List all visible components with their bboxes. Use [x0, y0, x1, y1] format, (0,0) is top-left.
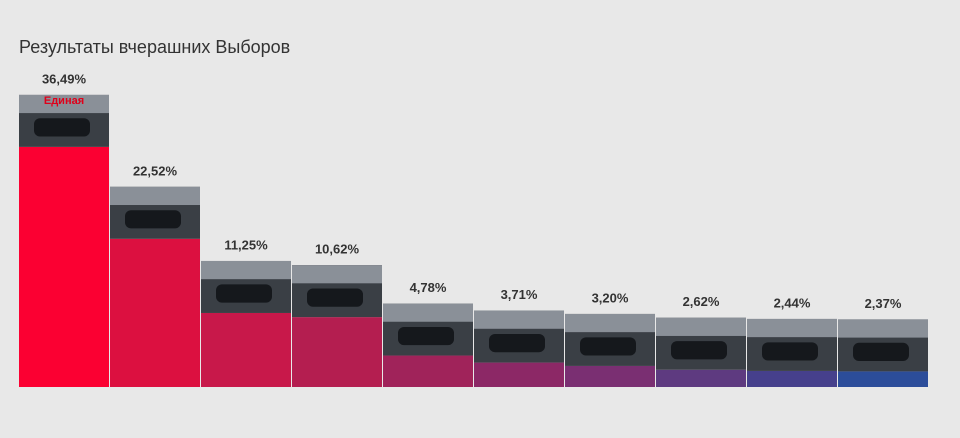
- value-label: 10,62%: [315, 242, 360, 257]
- car-shape: [853, 342, 909, 362]
- chart-title: Результаты вчерашних Выборов: [19, 37, 290, 57]
- bar: [383, 355, 473, 387]
- bar: [565, 365, 655, 387]
- value-label: 4,78%: [410, 280, 447, 295]
- car-shape: [34, 118, 90, 137]
- car-shape: [489, 333, 545, 353]
- car-photo-sky: [383, 303, 473, 322]
- bar: [474, 362, 564, 387]
- bar: [110, 238, 200, 387]
- car-photo-sky: [565, 313, 655, 333]
- car-shape: [125, 210, 181, 229]
- car-photo-sky: [656, 317, 746, 336]
- car-photo-sky: [474, 310, 564, 329]
- bar: [838, 371, 928, 387]
- car-photo-sky: [110, 186, 200, 206]
- value-label: 3,20%: [592, 290, 629, 305]
- car-photo-sky: [292, 265, 382, 284]
- car-shape: [216, 284, 272, 303]
- value-label: 2,37%: [865, 296, 902, 311]
- car-shape: [671, 341, 727, 360]
- car-photo-sky: [838, 319, 928, 338]
- bar: [656, 369, 746, 387]
- bar: [19, 146, 109, 387]
- car-photo-sky: [747, 318, 837, 338]
- car-shape: [762, 342, 818, 361]
- car-photo-sky: [201, 260, 291, 280]
- value-label: 11,25%: [224, 237, 268, 252]
- value-label: 2,44%: [774, 295, 811, 310]
- car-shape: [580, 337, 636, 356]
- annotation: Единая: [44, 95, 84, 107]
- value-label: 3,71%: [501, 287, 538, 302]
- value-label: 22,52%: [133, 163, 178, 178]
- car-shape: [307, 288, 363, 307]
- bar: [747, 370, 837, 387]
- car-shape: [398, 326, 454, 346]
- bar: [292, 317, 382, 387]
- bar: [201, 312, 291, 387]
- car-photo-sky: [19, 94, 109, 114]
- value-label: 2,62%: [683, 294, 720, 309]
- value-label: 36,49%: [42, 71, 87, 86]
